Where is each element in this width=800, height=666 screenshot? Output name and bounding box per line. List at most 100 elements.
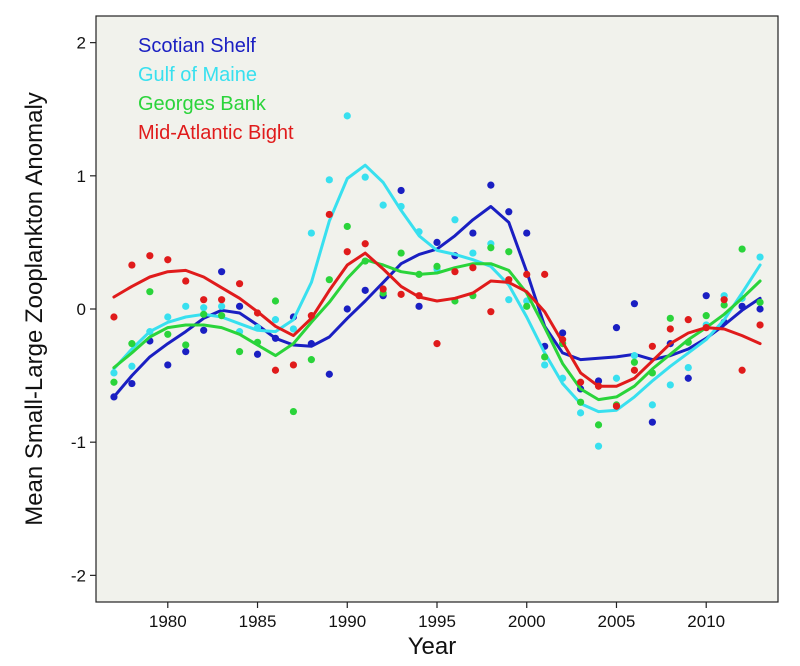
data-point	[182, 277, 190, 285]
data-point	[684, 374, 692, 382]
data-point	[110, 369, 118, 377]
data-point	[630, 366, 639, 374]
y-tick-label: -1	[71, 433, 86, 452]
data-point	[523, 229, 531, 237]
data-point	[128, 379, 136, 388]
x-tick-label: 1985	[239, 612, 277, 631]
data-point	[164, 313, 172, 321]
data-point	[630, 358, 639, 366]
data-point	[235, 302, 244, 310]
data-point	[415, 302, 423, 310]
data-point	[343, 222, 351, 231]
data-point	[164, 256, 172, 264]
legend-entry: Georges Bank	[138, 93, 267, 115]
data-point	[271, 316, 280, 324]
data-point	[200, 326, 208, 334]
data-point	[182, 302, 190, 310]
data-point	[469, 229, 477, 237]
data-point	[648, 401, 656, 409]
data-point	[289, 407, 298, 416]
data-point	[433, 340, 441, 348]
data-point	[128, 362, 136, 370]
data-point	[361, 240, 369, 248]
data-point	[505, 248, 513, 256]
data-point	[612, 402, 621, 410]
data-point	[433, 238, 441, 247]
legend-entry: Scotian Shelf	[138, 35, 256, 57]
data-point	[738, 366, 746, 374]
data-point	[128, 340, 136, 348]
data-point	[182, 341, 190, 349]
data-point	[505, 208, 513, 216]
data-point	[523, 270, 531, 278]
data-point	[702, 292, 710, 300]
data-point	[235, 348, 244, 356]
data-point	[666, 381, 674, 389]
data-point	[684, 316, 692, 324]
data-point	[487, 181, 495, 189]
legend-entry: Mid-Atlantic Bight	[138, 122, 294, 144]
data-point	[630, 300, 639, 308]
data-point	[648, 418, 656, 426]
data-point	[200, 310, 208, 318]
data-point	[720, 301, 728, 309]
data-point	[110, 313, 118, 321]
data-point	[110, 378, 118, 386]
x-axis-title: Year	[408, 633, 457, 660]
data-point	[325, 210, 333, 219]
data-point	[271, 366, 280, 374]
data-point	[505, 296, 513, 304]
x-tick-label: 2010	[687, 612, 725, 631]
axes-layer: -2 -1 0 1 2 1980 1985 1990 1995 2000 2005 2010	[71, 34, 725, 631]
data-point	[487, 308, 495, 316]
data-point	[576, 378, 585, 386]
data-point	[756, 253, 764, 261]
data-point	[612, 324, 621, 332]
data-point	[576, 398, 585, 406]
data-point	[307, 229, 315, 237]
data-point	[594, 442, 603, 450]
x-tick-label: 1990	[328, 612, 366, 631]
data-point	[361, 286, 369, 294]
data-point	[756, 298, 764, 306]
data-point	[433, 262, 441, 270]
y-tick-label: 1	[77, 167, 86, 186]
data-point	[379, 285, 387, 293]
data-point	[594, 421, 603, 429]
data-point	[253, 350, 262, 358]
data-point	[200, 296, 208, 304]
series-layer	[110, 112, 764, 450]
data-point	[397, 186, 405, 195]
data-point	[666, 314, 674, 322]
data-point	[523, 302, 531, 310]
data-point	[325, 370, 333, 378]
x-tick-label: 2005	[598, 612, 636, 631]
data-point	[612, 374, 621, 382]
data-point	[218, 302, 226, 310]
data-point	[541, 361, 549, 369]
data-point	[702, 312, 710, 320]
data-point	[648, 342, 656, 350]
data-point	[146, 288, 154, 296]
legend: Scotian Shelf Gulf of Maine Georges Bank Mi…	[138, 35, 294, 144]
y-tick-label: -2	[71, 566, 86, 585]
x-tick-label: 2000	[508, 612, 546, 631]
data-point	[218, 296, 226, 304]
data-point	[182, 348, 190, 356]
data-point	[218, 268, 226, 276]
smooth-line	[112, 251, 762, 388]
data-point	[559, 329, 567, 337]
y-axis-title: Mean Small-Large Zooplankton Anomaly	[21, 92, 48, 526]
data-point	[756, 321, 764, 329]
x-tick-label: 1980	[149, 612, 187, 631]
data-point	[164, 330, 172, 338]
smooth-line	[112, 258, 762, 402]
data-point	[594, 377, 603, 385]
data-point	[720, 296, 728, 304]
data-point	[164, 361, 172, 369]
y-tick-label: 0	[77, 300, 86, 319]
plot-area	[95, 15, 779, 603]
legend-entry: Gulf of Maine	[138, 64, 257, 86]
x-tick-label: 1995	[418, 612, 456, 631]
